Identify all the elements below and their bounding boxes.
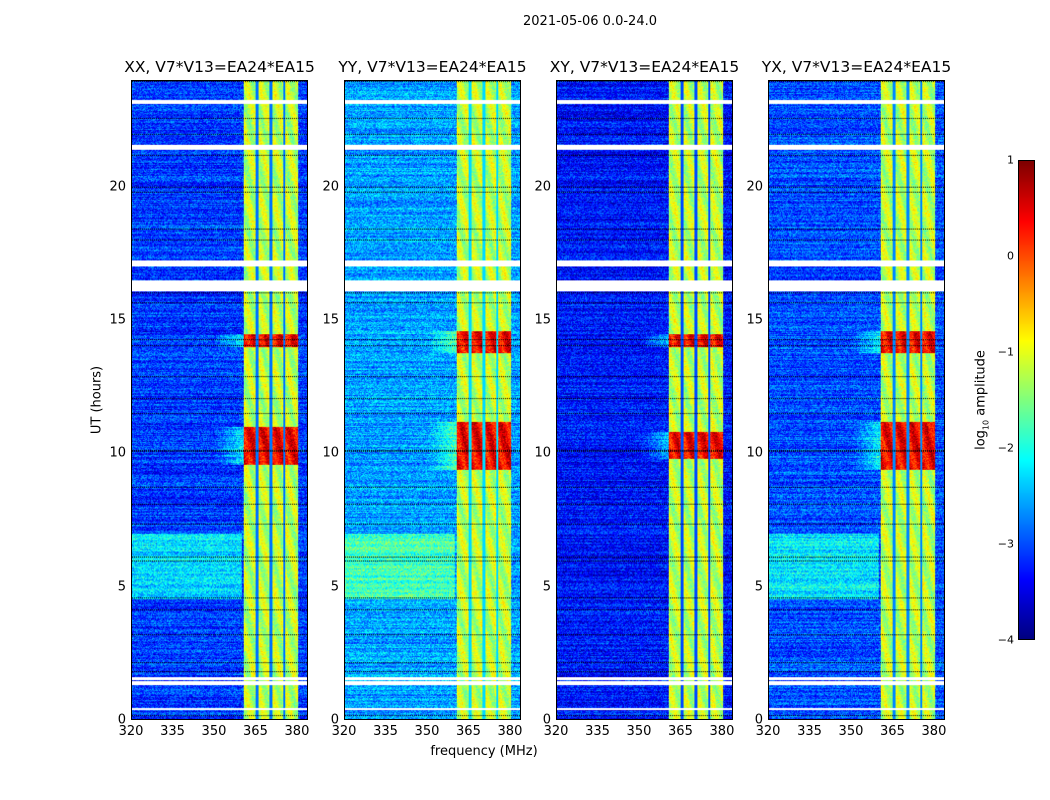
y-tick-label: 0 [330,712,339,728]
x-tick-label: 380 [284,724,310,739]
y-tick-label: 15 [746,312,763,328]
x-tick-label: 320 [755,724,781,739]
y-tick-label: 10 [109,445,126,461]
y-tick-label: 5 [542,579,551,595]
colorbar-tick-label: 1 [1007,153,1014,167]
colorbar-label: log10 amplitude [974,350,991,450]
y-tick-label: 20 [534,179,551,195]
y-tick-label: 10 [534,445,551,461]
y-tick-label: 0 [754,712,763,728]
y-tick-label: 5 [117,579,126,595]
heatmap-panel-yy [344,80,521,720]
colorbar-tick-label: −2 [997,441,1014,455]
colorbar-label-rest: amplitude [973,350,989,420]
colorbar-tick-label: −1 [997,345,1014,359]
x-axis-label: frequency (MHz) [430,744,538,759]
panel-title: XX, V7*V13=EA24*EA15 [124,58,315,76]
colorbar [1018,160,1035,640]
x-tick-label: 320 [118,724,144,739]
x-tick-label: 335 [160,724,185,739]
x-tick-label: 320 [543,724,569,739]
x-tick-label: 350 [626,724,652,739]
x-tick-label: 335 [585,724,610,739]
y-axis-label: UT (hours) [89,365,105,435]
y-tick-label: 0 [117,712,126,728]
figure-title: 2021-05-06 0.0-24.0 [523,14,657,29]
y-tick-label: 15 [109,312,126,328]
y-tick-label: 20 [109,179,126,195]
x-tick-label: 365 [668,724,693,739]
x-tick-label: 380 [497,724,523,739]
heatmap-panel-yx [768,80,945,720]
heatmap-panel-xx [131,80,308,720]
heatmap-panel-xy [556,80,733,720]
colorbar-tick-label: −4 [997,633,1014,647]
x-tick-label: 350 [838,724,864,739]
x-tick-label: 350 [414,724,440,739]
colorbar-tick-label: −3 [997,537,1014,551]
y-tick-label: 5 [754,579,763,595]
x-tick-label: 365 [456,724,481,739]
y-tick-label: 10 [746,445,763,461]
panel-title: YX, V7*V13=EA24*EA15 [761,58,952,76]
colorbar-label-main: log [973,430,989,450]
y-tick-label: 20 [746,179,763,195]
x-tick-label: 380 [709,724,735,739]
x-tick-label: 350 [201,724,227,739]
x-tick-label: 365 [880,724,905,739]
panel-title: XY, V7*V13=EA24*EA15 [549,58,740,76]
y-tick-label: 15 [322,312,339,328]
x-tick-label: 380 [921,724,947,739]
y-tick-label: 10 [322,445,339,461]
panel-title: YY, V7*V13=EA24*EA15 [338,58,527,76]
y-tick-label: 15 [534,312,551,328]
colorbar-tick-label: 0 [1007,249,1014,263]
colorbar-label-sub: 10 [981,419,991,431]
x-tick-label: 365 [243,724,268,739]
y-tick-label: 0 [542,712,551,728]
x-tick-label: 320 [331,724,357,739]
y-tick-label: 20 [322,179,339,195]
x-tick-label: 335 [797,724,822,739]
y-tick-label: 5 [330,579,339,595]
x-tick-label: 335 [373,724,398,739]
